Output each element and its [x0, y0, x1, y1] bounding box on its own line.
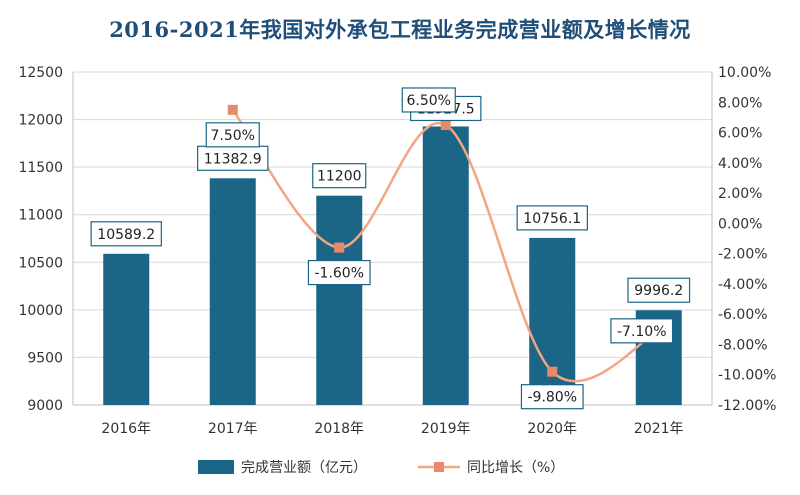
- left-tick-label: 9500: [27, 350, 63, 366]
- right-tick-label: 6.00%: [718, 126, 762, 142]
- bar-data-label: 9996.2: [634, 283, 683, 299]
- line-data-label-box: [307, 259, 371, 286]
- bar-data-label: 11382.9: [204, 151, 262, 167]
- right-tick-label: -2.00%: [718, 247, 768, 263]
- right-tick-label: 2.00%: [718, 186, 762, 202]
- right-tick-label: -12.00%: [718, 398, 776, 414]
- line-data-label: 7.50%: [211, 128, 255, 144]
- growth-marker: [227, 104, 238, 115]
- bar: [103, 253, 150, 405]
- right-tick-label: -4.00%: [718, 277, 768, 293]
- growth-marker: [440, 119, 451, 130]
- growth-marker: [547, 366, 558, 377]
- legend-bar-label: 完成营业额（亿元）: [241, 460, 367, 476]
- bar-data-label-box: [516, 205, 588, 231]
- legend-line-label: 同比增长（%）: [467, 460, 564, 476]
- line-data-label: -1.60%: [314, 266, 364, 282]
- bar-data-label: 10756.1: [523, 211, 581, 227]
- right-tick-label: 4.00%: [718, 156, 762, 172]
- left-tick-label: 9000: [27, 398, 63, 414]
- right-tick-label: 0.00%: [718, 216, 762, 232]
- line-data-label-box: [520, 384, 584, 410]
- x-tick-label: 2016年: [101, 421, 151, 437]
- left-tick-label: 12500: [18, 65, 63, 81]
- right-tick-label: -6.00%: [718, 307, 768, 323]
- bar: [209, 178, 256, 405]
- bar-data-label-box: [312, 163, 367, 189]
- right-tick-label: 10.00%: [718, 65, 771, 81]
- left-tick-label: 10000: [18, 303, 63, 319]
- left-tick-label: 12000: [18, 113, 63, 129]
- line-data-label: -9.80%: [527, 390, 577, 406]
- legend-line-marker: [434, 462, 444, 472]
- bar-data-label-box: [627, 277, 691, 303]
- line-data-label: -7.10%: [617, 324, 667, 340]
- line-data-label: 6.50%: [407, 93, 451, 109]
- x-tick-label: 2017年: [208, 421, 258, 437]
- bar-data-label: 11200: [317, 169, 362, 185]
- x-tick-label: 2019年: [421, 421, 471, 437]
- left-tick-label: 11000: [18, 208, 63, 224]
- bar: [529, 237, 576, 405]
- left-tick-label: 10500: [18, 255, 63, 271]
- x-tick-label: 2021年: [634, 421, 684, 437]
- left-tick-label: 11500: [18, 160, 63, 176]
- x-tick-label: 2018年: [314, 421, 364, 437]
- bar-data-label: 10589.2: [97, 227, 155, 243]
- legend-bar-swatch: [198, 460, 234, 474]
- bar: [422, 126, 469, 405]
- line-data-label-box: [610, 318, 674, 344]
- x-tick-label: 2020年: [527, 421, 577, 437]
- line-data-label-box: [401, 87, 456, 113]
- chart-title: 2016-2021年我国对外承包工程业务完成营业额及增长情况: [109, 17, 691, 42]
- bar: [316, 195, 363, 405]
- line-data-label-box: [205, 122, 260, 148]
- bar-data-label-box: [90, 221, 162, 247]
- growth-marker: [334, 242, 345, 253]
- right-tick-label: 8.00%: [718, 95, 762, 111]
- right-tick-label: -10.00%: [718, 368, 776, 384]
- right-tick-label: -8.00%: [718, 337, 768, 353]
